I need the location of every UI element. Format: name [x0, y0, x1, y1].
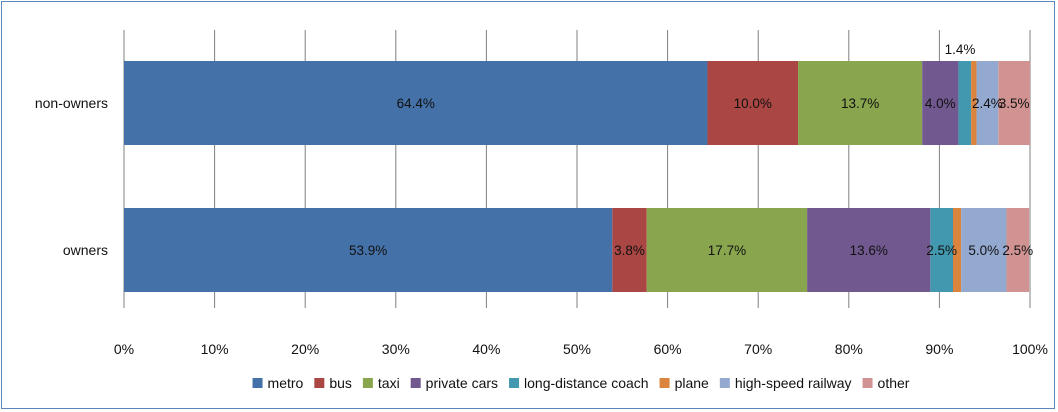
legend-label: metro: [268, 375, 304, 391]
data-label: 3.8%: [614, 243, 645, 258]
bar-segment: [930, 208, 953, 292]
legend-swatch: [410, 378, 421, 388]
legend-label: taxi: [378, 375, 400, 391]
bar-segment: [922, 61, 959, 145]
bar-segment: [998, 61, 1030, 145]
legend-swatch: [314, 378, 325, 388]
x-tick-label: 40%: [472, 341, 500, 357]
data-label: 5.0%: [968, 243, 999, 258]
category-label: owners: [63, 242, 108, 258]
x-tick-label: 100%: [1012, 341, 1048, 357]
legend-label: long-distance coach: [524, 375, 649, 391]
data-label: 17.7%: [708, 243, 746, 258]
x-tick-label: 0%: [114, 341, 134, 357]
bar-segment: [1006, 208, 1030, 292]
x-axis-ticks: 0% 10% 20% 30% 40% 50% 60% 70% 80% 90% 100%: [114, 341, 1048, 357]
legend-label: other: [878, 375, 910, 391]
bar-segment: [971, 61, 977, 145]
data-label: 13.6%: [850, 243, 888, 258]
x-tick-label: 60%: [654, 341, 682, 357]
data-label: 2.5%: [1002, 243, 1033, 258]
bar-segment: [952, 208, 962, 292]
x-tick-label: 30%: [382, 341, 410, 357]
data-label: 3.5%: [999, 96, 1030, 111]
data-label: 53.9%: [349, 243, 387, 258]
legend-swatch: [659, 378, 670, 388]
data-label: 64.4%: [397, 96, 435, 111]
x-tick-label: 90%: [925, 341, 953, 357]
legend-swatch: [862, 378, 873, 388]
bar-segment: [961, 208, 1007, 292]
bar-segment: [612, 208, 647, 292]
x-tick-label: 20%: [291, 341, 319, 357]
data-label: 2.4%: [972, 96, 1003, 111]
x-tick-label: 10%: [201, 341, 229, 357]
legend-swatch: [719, 378, 730, 388]
bar-segment: [646, 208, 808, 292]
legend: metro bus taxi private cars long-distance co…: [252, 375, 910, 391]
x-tick-label: 70%: [744, 341, 772, 357]
data-labels: 64.4% 10.0% 13.7% 4.0% 1.4% 2.4%3.5% 53.9% 3.8%…: [349, 42, 1033, 258]
legend-swatch: [362, 378, 373, 388]
bars: [124, 61, 1030, 292]
data-label: 13.7%: [841, 96, 879, 111]
data-label: 2.5%: [926, 243, 957, 258]
legend-label: bus: [329, 375, 352, 391]
legend-swatch: [252, 378, 263, 388]
legend-label: high-speed railway: [735, 375, 852, 391]
legend-label: plane: [675, 375, 709, 391]
data-label: 10.0%: [734, 96, 772, 111]
bar-segment: [798, 61, 923, 145]
legend-swatch: [509, 378, 520, 388]
bar-segment: [807, 208, 931, 292]
bar-segment: [976, 61, 999, 145]
x-tick-label: 50%: [563, 341, 591, 357]
category-labels: non-owners owners: [35, 95, 108, 258]
legend-label: private cars: [426, 375, 498, 391]
category-label: non-owners: [35, 95, 108, 111]
x-tick-label: 80%: [835, 341, 863, 357]
bar-segment: [124, 61, 708, 145]
bar-segment: [958, 61, 972, 145]
bar-segment: [124, 208, 613, 292]
data-label: 4.0%: [925, 96, 956, 111]
bar-segment: [707, 61, 799, 145]
data-label: 1.4%: [945, 42, 976, 57]
